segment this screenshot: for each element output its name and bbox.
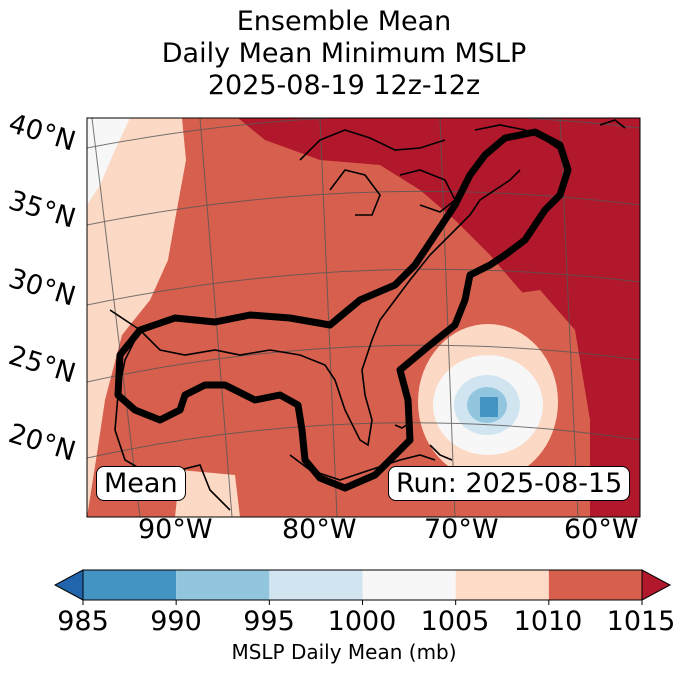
colorbar-bin-1005-1010 [455, 570, 549, 600]
colorbar-bin-1000-1005 [362, 570, 456, 600]
colorbar-tick-995: 995 [243, 606, 295, 637]
pressure-field-near-1005-nw [87, 118, 130, 205]
ensemble-outline-contour [114, 128, 572, 492]
map-panel [87, 118, 640, 517]
colorbar-bin-995-1000 [269, 570, 363, 600]
lon-label-80w: 80°W [282, 514, 357, 545]
title-line-3: 2025-08-19 12z-12z [207, 70, 481, 101]
colorbar-tick-1005: 1005 [420, 606, 490, 637]
lon-label-70w: 70°W [424, 514, 499, 545]
graticule [87, 118, 640, 517]
colorbar-tick-1015: 1015 [606, 606, 676, 637]
map-frame [86, 117, 641, 518]
pressure-field-southwest [175, 470, 240, 517]
colorbar-over-arrow [641, 569, 672, 601]
mean-label-box: Mean [96, 466, 186, 501]
colorbar-bin-990-995 [176, 570, 270, 600]
colorbar-tick-985: 985 [57, 606, 109, 637]
colorbar [53, 569, 672, 605]
colorbar-bin-1010-1015 [548, 570, 642, 600]
title-line-2: Daily Mean Minimum MSLP [161, 38, 527, 69]
lon-label-60w: 60°W [564, 514, 639, 545]
colorbar-under-arrow [53, 569, 84, 601]
run-date-box: Run: 2025-08-15 [388, 466, 631, 501]
lon-label-90w: 90°W [138, 514, 213, 545]
colorbar-tick-990: 990 [150, 606, 202, 637]
colorbar-bin-985-990 [83, 570, 177, 600]
low-center-990 [480, 397, 498, 417]
colorbar-tick-1010: 1010 [513, 606, 583, 637]
title-line-1: Ensemble Mean [236, 6, 452, 37]
pressure-field-1010-1015-west [87, 118, 186, 517]
colorbar-label: MSLP Daily Mean (mb) [231, 640, 457, 664]
colorbar-tick-1000: 1000 [327, 606, 397, 637]
